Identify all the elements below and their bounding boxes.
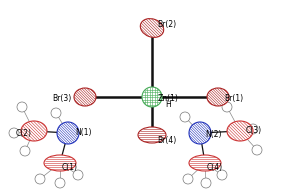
Ellipse shape <box>140 19 164 37</box>
Circle shape <box>35 174 45 184</box>
Circle shape <box>20 146 30 156</box>
Ellipse shape <box>57 122 79 144</box>
Circle shape <box>55 178 65 188</box>
Circle shape <box>180 112 190 122</box>
Circle shape <box>252 145 262 155</box>
Ellipse shape <box>21 121 47 141</box>
Ellipse shape <box>227 121 253 141</box>
Text: Br(3): Br(3) <box>52 94 71 104</box>
Ellipse shape <box>138 127 166 143</box>
Circle shape <box>248 124 258 134</box>
Ellipse shape <box>189 155 221 171</box>
Text: H: H <box>165 100 171 109</box>
Text: C(2): C(2) <box>16 129 32 138</box>
Ellipse shape <box>189 122 211 144</box>
Circle shape <box>51 108 61 118</box>
Text: C(3): C(3) <box>246 126 262 135</box>
Ellipse shape <box>142 87 162 107</box>
Text: Br(1): Br(1) <box>224 94 243 104</box>
Text: N(2): N(2) <box>205 130 221 139</box>
Circle shape <box>183 174 193 184</box>
Circle shape <box>17 102 27 112</box>
Circle shape <box>201 178 211 188</box>
Text: N(1): N(1) <box>75 128 92 137</box>
Text: C(4): C(4) <box>207 163 223 172</box>
Ellipse shape <box>44 155 76 171</box>
Text: Zn(1): Zn(1) <box>158 94 179 104</box>
Circle shape <box>9 128 19 138</box>
Text: Br(4): Br(4) <box>157 136 176 145</box>
Text: C(1): C(1) <box>62 163 78 172</box>
Circle shape <box>217 170 227 180</box>
Ellipse shape <box>207 88 229 106</box>
Circle shape <box>222 102 232 112</box>
Ellipse shape <box>74 88 96 106</box>
Circle shape <box>73 170 83 180</box>
Text: Br(2): Br(2) <box>157 20 176 29</box>
